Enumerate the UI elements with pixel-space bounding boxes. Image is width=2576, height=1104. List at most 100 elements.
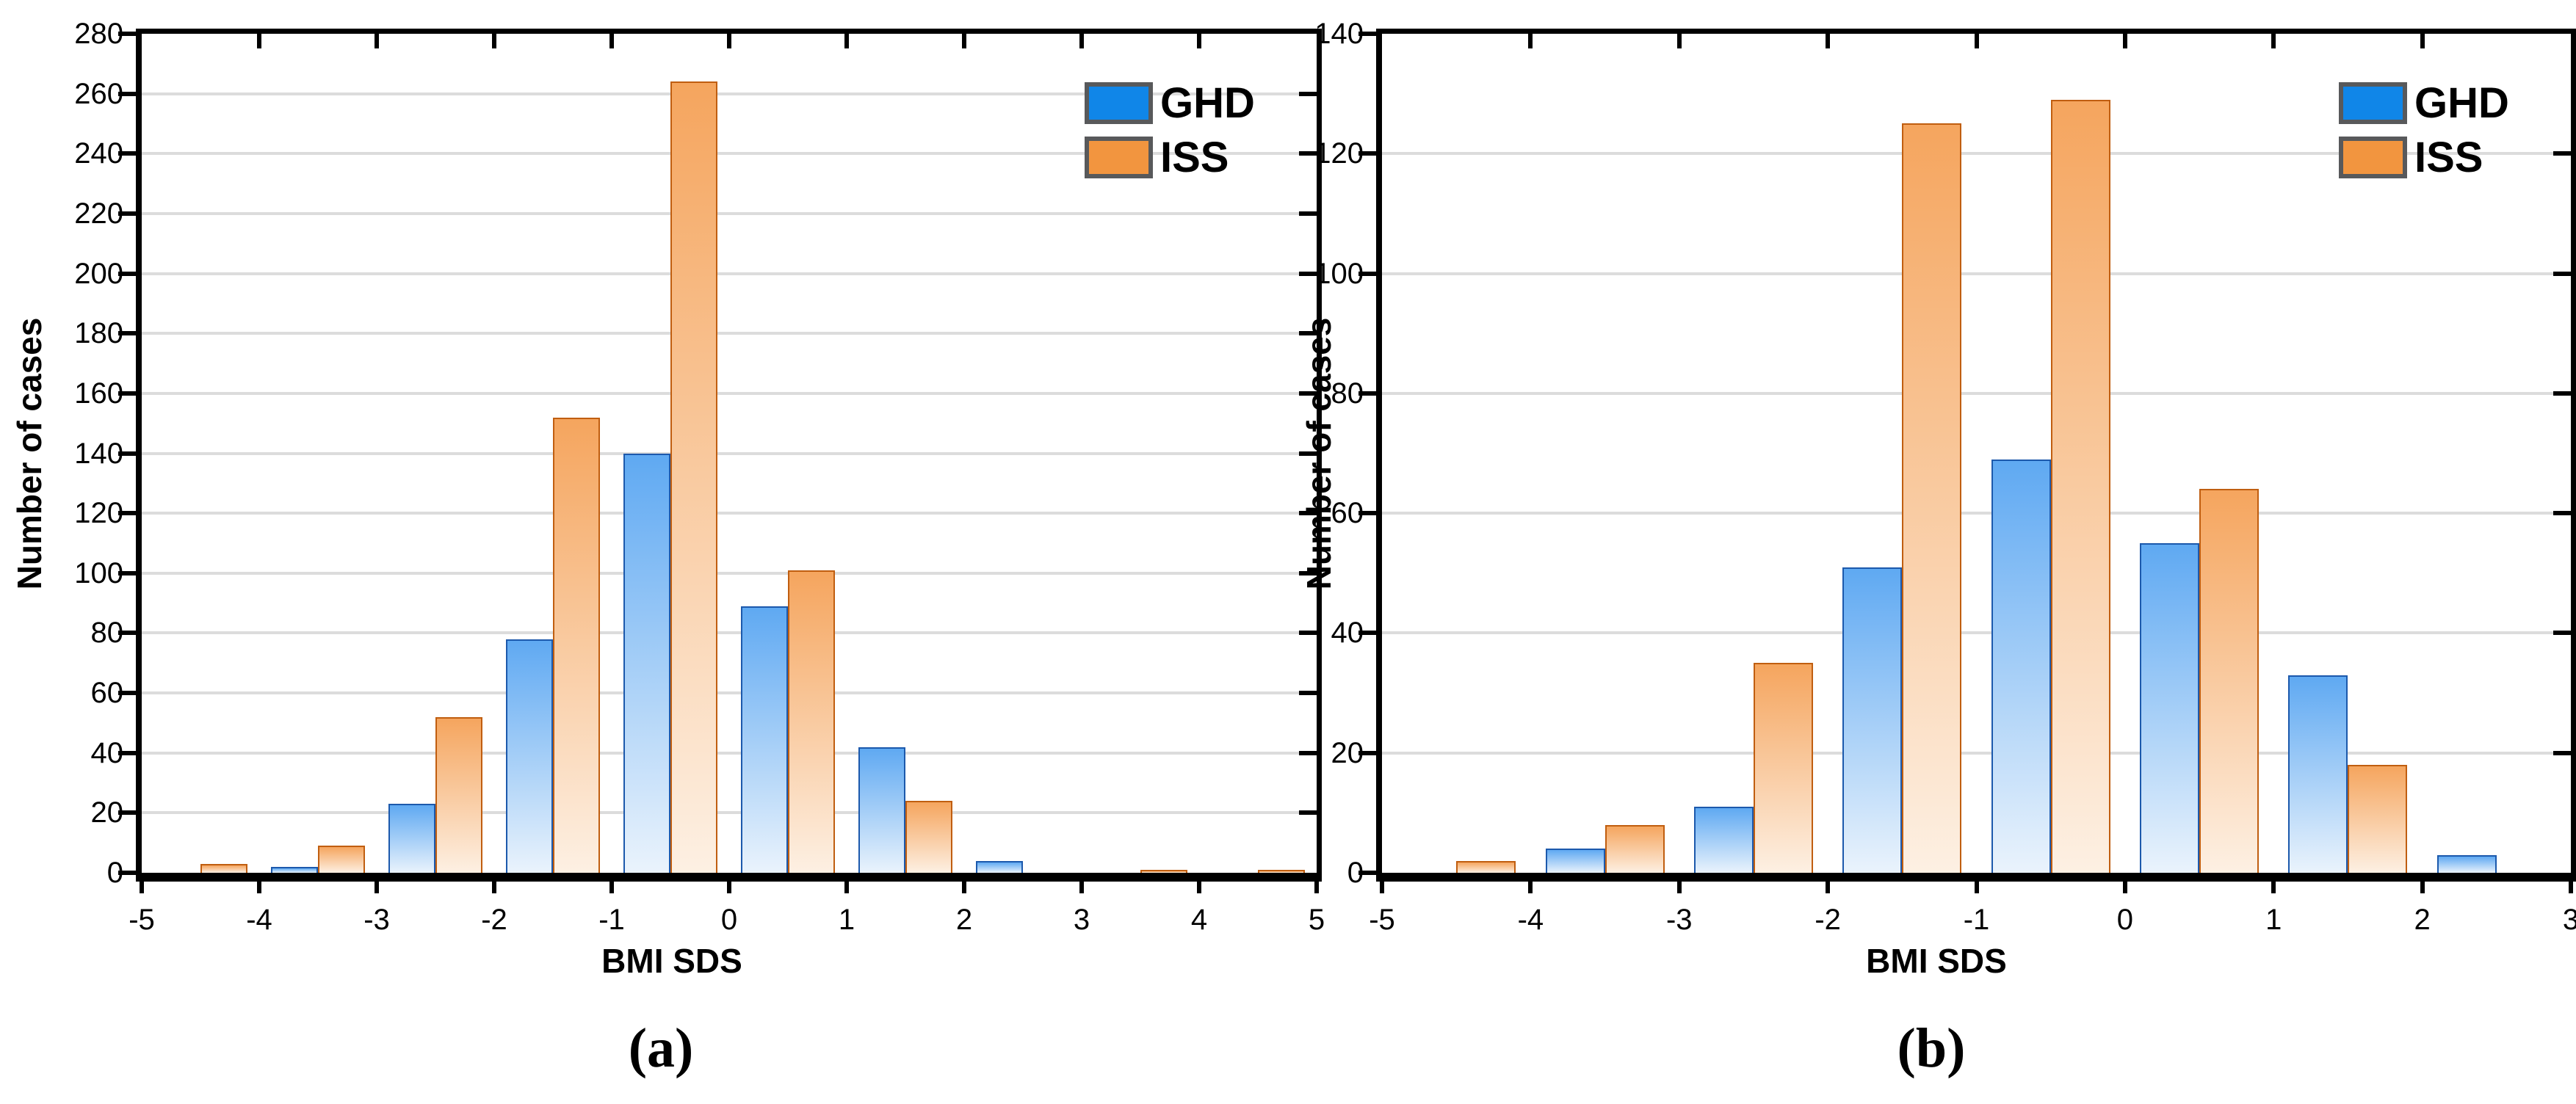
y-axis-tick-right — [1299, 810, 1317, 816]
x-tick-label: 5 — [1308, 904, 1325, 936]
x-axis-tick-top — [2122, 34, 2127, 48]
y-tick-label: 120 — [1314, 137, 1364, 170]
x-axis-tick-top — [1974, 34, 1979, 48]
x-axis-tick — [1314, 882, 1319, 893]
ghd-bar — [976, 860, 1023, 873]
x-axis-tick-top — [2420, 34, 2425, 48]
y-axis-tick — [118, 331, 136, 336]
x-axis-tick-top — [962, 34, 966, 48]
y-tick-label: 100 — [1314, 257, 1364, 290]
y-tick-label: 80 — [90, 617, 124, 650]
y-axis-tick — [1358, 871, 1376, 875]
y-axis-tick-right — [2553, 151, 2571, 156]
x-axis-tick — [1079, 882, 1084, 893]
y-axis-tick — [1358, 750, 1376, 755]
ghd-bar — [741, 606, 788, 873]
y-axis-tick — [118, 810, 136, 816]
gridline — [142, 92, 1317, 95]
x-axis-tick — [375, 882, 379, 893]
iss-bar — [670, 81, 717, 873]
iss-bar — [1753, 663, 1813, 873]
y-axis-tick-right — [1299, 631, 1317, 636]
y-axis-tick-right — [2553, 750, 2571, 755]
iss-bar — [1258, 869, 1305, 873]
x-axis-tick — [1676, 882, 1682, 893]
y-axis-tick — [1358, 391, 1376, 396]
ghd-bar — [623, 453, 670, 873]
iss-bar — [435, 716, 482, 873]
y-axis-tick — [118, 211, 136, 216]
x-tick-label: -4 — [246, 904, 272, 936]
y-tick-label: 200 — [74, 257, 123, 290]
plot-right-border — [2571, 29, 2576, 882]
y-tick-label: 180 — [74, 317, 123, 350]
iss-bar — [2050, 99, 2110, 873]
x-axis-title: BMI SDS — [1866, 942, 2007, 980]
x-tick-label: -3 — [363, 904, 390, 936]
y-axis-tick — [1358, 511, 1376, 516]
y-axis-tick-right — [1299, 570, 1317, 575]
y-axis-tick — [118, 750, 136, 755]
iss-bar — [553, 417, 600, 873]
y-axis-tick-right — [1299, 151, 1317, 156]
y-axis-tick — [1358, 631, 1376, 636]
gridline — [1382, 512, 2571, 515]
x-tick-label: -1 — [598, 904, 625, 936]
iss-bar — [1604, 824, 1665, 873]
y-axis-tick-right — [1299, 211, 1317, 216]
ghd-bar — [506, 639, 553, 873]
y-tick-label: 140 — [74, 437, 123, 470]
x-axis-tick-top — [375, 34, 379, 48]
legend-label-iss: ISS — [1160, 133, 1229, 181]
gridline — [142, 571, 1317, 575]
y-axis-tick-right — [1299, 91, 1317, 96]
x-axis-tick — [2271, 882, 2276, 893]
y-axis-tick-right — [2553, 271, 2571, 276]
gridline — [142, 811, 1317, 815]
ghd-bar — [858, 747, 905, 873]
iss-bar — [1140, 869, 1187, 873]
y-tick-label: 100 — [74, 556, 123, 589]
legend-label-iss: ISS — [2414, 133, 2483, 181]
y-axis-tick-right — [1299, 451, 1317, 456]
x-tick-label: -4 — [1517, 904, 1544, 936]
x-axis-tick — [2420, 882, 2425, 893]
x-tick-label: 3 — [2562, 904, 2576, 936]
y-axis-tick-right — [1299, 691, 1317, 696]
y-axis-tick-right — [2553, 631, 2571, 636]
x-axis-tick — [492, 882, 496, 893]
x-tick-label: -1 — [1963, 904, 1990, 936]
y-tick-label: 220 — [74, 197, 123, 230]
ghd-bar — [271, 866, 318, 873]
ghd-bar — [388, 804, 435, 873]
iss-bar — [318, 846, 365, 873]
x-axis-tick-top — [257, 34, 261, 48]
legend-swatch-ghd — [2339, 82, 2407, 124]
iss-bar — [200, 863, 247, 873]
y-tick-label: 80 — [1331, 377, 1364, 410]
y-axis-tick — [118, 631, 136, 636]
legend-swatch-iss — [1085, 137, 1153, 178]
panel-letter: (b) — [1897, 1017, 1966, 1079]
x-axis-tick-top — [1528, 34, 1533, 48]
ghd-bar — [1545, 849, 1605, 873]
x-axis-tick — [1197, 882, 1201, 893]
x-axis-tick — [140, 882, 144, 893]
iss-bar — [2348, 765, 2408, 873]
y-axis-tick-right — [1299, 391, 1317, 396]
y-tick-label: 0 — [1347, 857, 1364, 889]
y-axis-tick — [118, 691, 136, 696]
y-axis-tick-right — [1299, 750, 1317, 755]
x-tick-label: -5 — [1369, 904, 1395, 936]
y-axis-tick — [118, 91, 136, 96]
x-axis-tick — [1380, 882, 1384, 893]
y-tick-label: 140 — [1314, 18, 1364, 50]
x-axis-tick — [609, 882, 614, 893]
gridline — [142, 751, 1317, 755]
y-tick-label: 60 — [1331, 497, 1364, 530]
x-axis-tick-top — [2271, 34, 2276, 48]
y-axis-tick — [1358, 151, 1376, 156]
gridline — [142, 211, 1317, 215]
gridline — [1382, 272, 2571, 275]
